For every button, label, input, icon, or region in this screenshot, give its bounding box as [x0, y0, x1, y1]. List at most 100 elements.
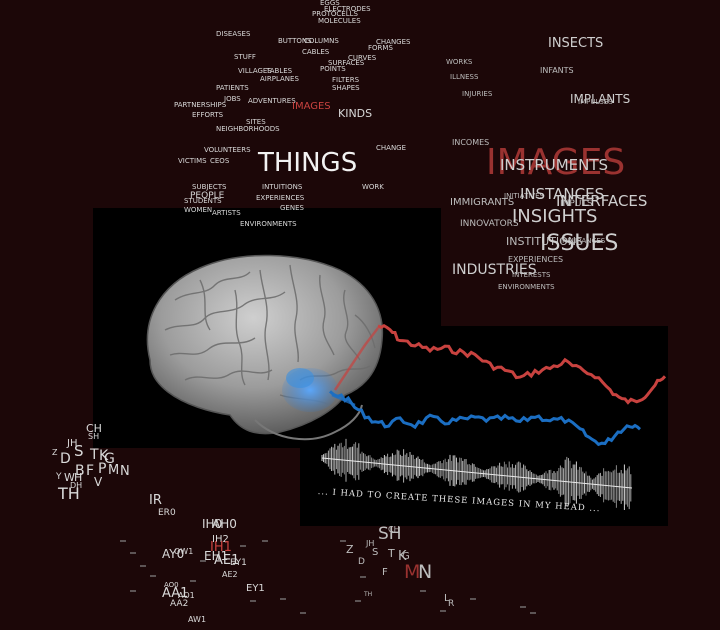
- word: COLUMNS: [304, 37, 339, 45]
- word: IH2: [212, 534, 229, 545]
- word: R: [448, 599, 455, 609]
- word: S: [372, 547, 379, 558]
- word: AW1: [188, 615, 207, 624]
- word: AE2: [222, 570, 238, 579]
- word: Z: [52, 448, 58, 457]
- word: INSIGHTS: [512, 206, 598, 227]
- word: M: [108, 463, 120, 478]
- word: SH: [378, 524, 402, 544]
- word: K: [99, 448, 109, 464]
- word: EH1: [204, 549, 229, 563]
- word: INNOVATORS: [460, 219, 519, 229]
- word: V: [94, 475, 103, 489]
- word: EY1: [246, 583, 265, 594]
- word: INSTITUTIONS: [506, 235, 584, 248]
- word: SURFACES: [328, 59, 365, 67]
- word: AO0: [164, 581, 179, 589]
- scatter-dot: [140, 565, 146, 567]
- word: AA2: [170, 599, 189, 609]
- word: SH: [88, 432, 100, 441]
- word: EY1: [230, 558, 247, 568]
- word: ENVIRONMENTS: [498, 283, 555, 291]
- word: AH0: [212, 517, 237, 531]
- word: IMPULSES: [578, 98, 613, 106]
- word: WOMEN: [184, 206, 213, 214]
- scatter-dot: [250, 600, 256, 602]
- word: DISEASES: [216, 30, 251, 38]
- word: CEOS: [210, 157, 230, 165]
- word: N: [418, 561, 433, 583]
- word: IMAGES: [486, 142, 626, 183]
- scatter-dot: [262, 540, 268, 542]
- word: BUTTONS: [278, 37, 312, 45]
- word: IH0: [202, 517, 223, 531]
- word: N: [120, 464, 130, 479]
- word: INITIATIVES: [504, 192, 544, 200]
- word: INDUSTRIES: [452, 262, 537, 278]
- word: ADVENTURES: [248, 97, 296, 105]
- word: H: [74, 471, 83, 484]
- brain-icon: [146, 254, 384, 441]
- word: VOLUNTEERS: [204, 146, 251, 154]
- word: FILTERS: [332, 76, 360, 84]
- word: INTERFACES: [556, 192, 648, 210]
- word: TABLES: [266, 67, 293, 75]
- word: PATIENTS: [216, 84, 249, 92]
- word: Z: [346, 543, 354, 556]
- word: SITES: [246, 118, 266, 126]
- word: FORMS: [368, 44, 393, 52]
- scatter-dot: [470, 598, 476, 600]
- word: ARTISTS: [212, 209, 241, 217]
- scatter-dot: [240, 545, 246, 547]
- scatter-dot: [150, 575, 156, 577]
- word: IMAGES: [292, 101, 331, 112]
- word: F: [382, 567, 388, 578]
- word: ILLNESS: [450, 73, 479, 81]
- scatter-dot: [280, 598, 286, 600]
- scatter-dot: [200, 560, 206, 562]
- word: KINDS: [338, 107, 373, 120]
- word: L: [444, 593, 450, 604]
- word: MOLECULES: [318, 17, 361, 25]
- scatter-dot: [520, 606, 526, 608]
- word: AE1: [214, 553, 240, 568]
- word: INTERESTS: [512, 271, 551, 279]
- word: INPUTS: [560, 199, 593, 209]
- audio-waveform: [321, 438, 633, 510]
- scatter-dot: [190, 580, 196, 582]
- scatter-dot: [130, 552, 136, 554]
- scatter-dot: [355, 600, 361, 602]
- word: GENES: [280, 204, 304, 212]
- word: INSTRUMENTS: [500, 156, 609, 174]
- red-trace: [377, 323, 667, 405]
- word: STUDENTS: [184, 197, 222, 205]
- word: F: [86, 463, 95, 479]
- word: AO1: [178, 591, 195, 600]
- word: PROTOCELLS: [312, 10, 358, 18]
- word: INSECTS: [548, 36, 604, 51]
- word: SUBJECTS: [192, 183, 227, 191]
- word: W: [64, 471, 75, 484]
- word: CURVES: [348, 54, 377, 62]
- word: AIRPLANES: [260, 75, 299, 83]
- word: CHANGE: [376, 144, 407, 152]
- word: K: [398, 549, 407, 564]
- word: INSURANCES: [560, 237, 606, 245]
- word: IMMIGRANTS: [450, 197, 515, 208]
- scatter-dot: [420, 590, 426, 592]
- word: ENVIRONMENTS: [240, 220, 297, 228]
- word: S: [74, 442, 84, 460]
- word: THINGS: [258, 148, 358, 178]
- word: WORK: [362, 183, 384, 191]
- word: JOBS: [224, 95, 241, 103]
- word: SHAPES: [332, 84, 360, 92]
- word: WORKS: [446, 58, 473, 66]
- word: OW1: [174, 547, 194, 556]
- word: CABLES: [302, 48, 330, 56]
- scatter-dot: [530, 612, 536, 614]
- word: STUFF: [234, 53, 256, 61]
- word: PARTNERSHIPS: [174, 101, 227, 109]
- word: T: [90, 447, 99, 463]
- word: TH: [58, 484, 80, 503]
